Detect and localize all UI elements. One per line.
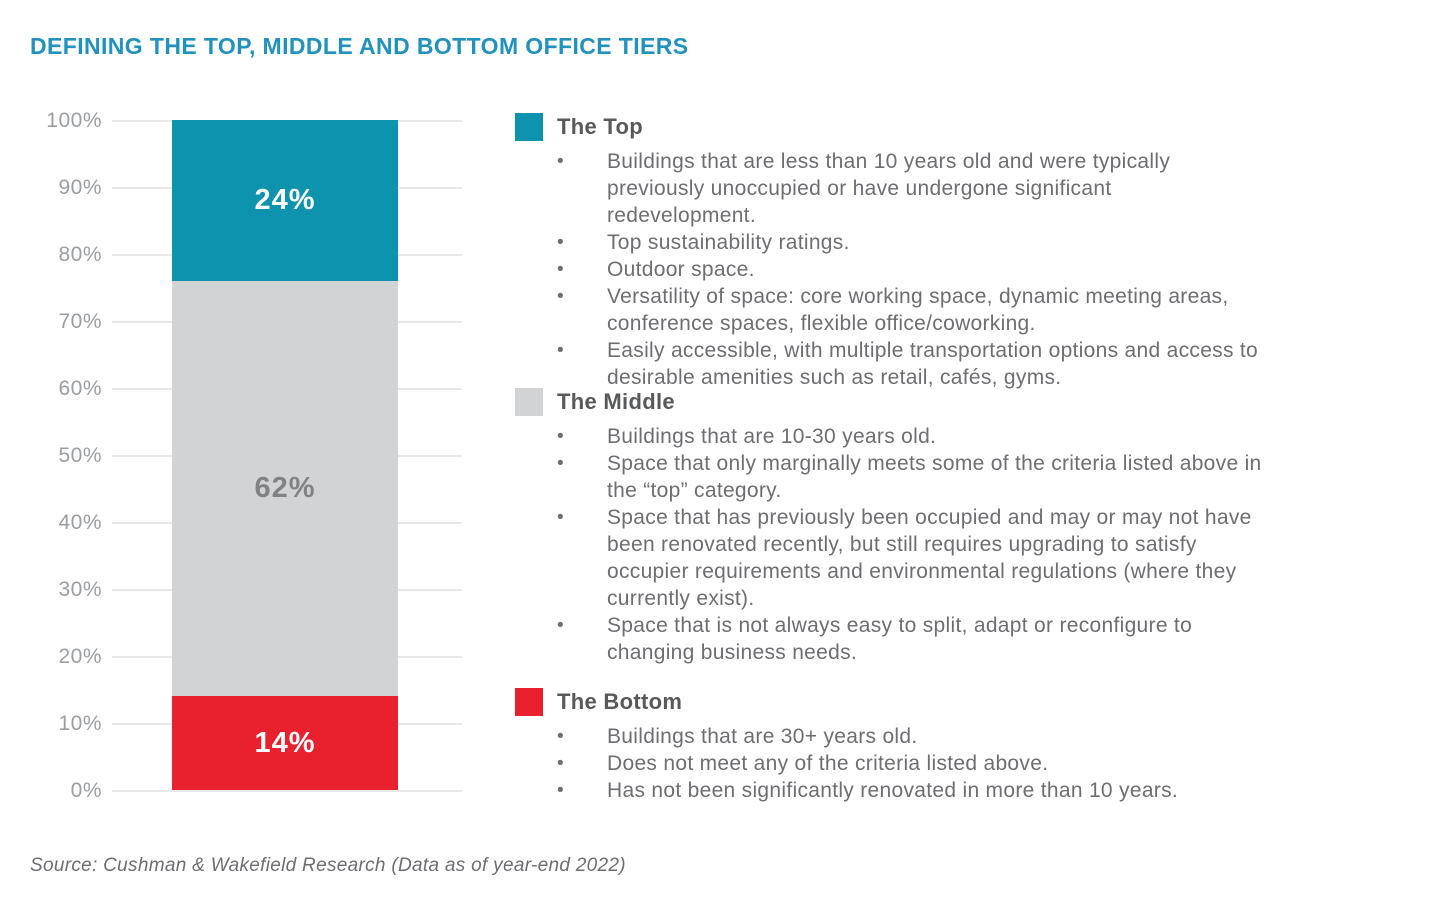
legend-bullet-list: Buildings that are 30+ years old.Does no… — [515, 723, 1265, 804]
legend-bullet: Buildings that are less than 10 years ol… — [515, 148, 1265, 229]
legend-section-middle: The Middle Buildings that are 10-30 years… — [515, 388, 1405, 666]
legend-section-title: The Top — [557, 114, 644, 139]
source-note: Source: Cushman & Wakefield Research (Da… — [30, 855, 626, 876]
y-axis-tick-label: 80% — [58, 243, 102, 266]
legend-bullet: Space that has previously been occupied … — [515, 504, 1265, 612]
bar-segment-label: 24% — [254, 183, 316, 216]
legend-bullet: Does not meet any of the criteria listed… — [515, 750, 1265, 777]
stacked-bar: 24% 62% 14% — [172, 120, 398, 790]
y-axis-tick-label: 30% — [58, 578, 102, 601]
y-axis-tick-label: 90% — [58, 176, 102, 199]
legend-bullet: Buildings that are 10-30 years old. — [515, 423, 1265, 450]
bar-segment-the-top: 24% — [172, 120, 398, 281]
y-axis-tick-label: 0% — [70, 779, 102, 802]
legend-section-title: The Bottom — [557, 689, 683, 714]
legend-section-bottom: The Bottom Buildings that are 30+ years o… — [515, 688, 1405, 804]
bar-segment-the-middle: 62% — [172, 280, 398, 697]
legend-header: The Bottom — [515, 688, 1405, 716]
legend-bullet: Space that is not always easy to split, … — [515, 612, 1265, 666]
y-axis-tick-label: 20% — [58, 645, 102, 668]
bar-segment-label: 14% — [254, 726, 316, 759]
y-axis-tick-label: 60% — [58, 377, 102, 400]
legend-section-top: The Top Buildings that are less than 10 y… — [515, 113, 1405, 391]
legend-bullet: Top sustainability ratings. — [515, 229, 1265, 256]
legend-bullet: Has not been significantly renovated in … — [515, 777, 1265, 804]
y-axis-tick-label: 100% — [46, 109, 102, 132]
legend-swatch-bottom — [515, 688, 543, 716]
legend-section-title: The Middle — [557, 389, 675, 414]
y-axis-tick-label: 10% — [58, 712, 102, 735]
page-title: DEFINING THE TOP, MIDDLE AND BOTTOM OFFI… — [30, 33, 689, 59]
legend-bullet: Outdoor space. — [515, 256, 1265, 283]
bar-segment-the-bottom: 14% — [172, 696, 398, 790]
legend-header: The Top — [515, 113, 1405, 141]
legend-bullet-list: Buildings that are 10-30 years old.Space… — [515, 423, 1265, 666]
y-axis-tick-label: 50% — [58, 444, 102, 467]
legend-bullet-list: Buildings that are less than 10 years ol… — [515, 148, 1265, 391]
legend-header: The Middle — [515, 388, 1405, 416]
legend-bullet: Space that only marginally meets some of… — [515, 450, 1265, 504]
legend-bullet: Buildings that are 30+ years old. — [515, 723, 1265, 750]
legend-bullet: Versatility of space: core working space… — [515, 283, 1265, 337]
y-axis-tick-label: 40% — [58, 511, 102, 534]
gridline — [112, 790, 462, 792]
legend-swatch-top — [515, 113, 543, 141]
y-axis-tick-label: 70% — [58, 310, 102, 333]
legend-swatch-middle — [515, 388, 543, 416]
legend-bullet: Easily accessible, with multiple transpo… — [515, 337, 1265, 391]
bar-segment-label: 62% — [254, 471, 316, 504]
